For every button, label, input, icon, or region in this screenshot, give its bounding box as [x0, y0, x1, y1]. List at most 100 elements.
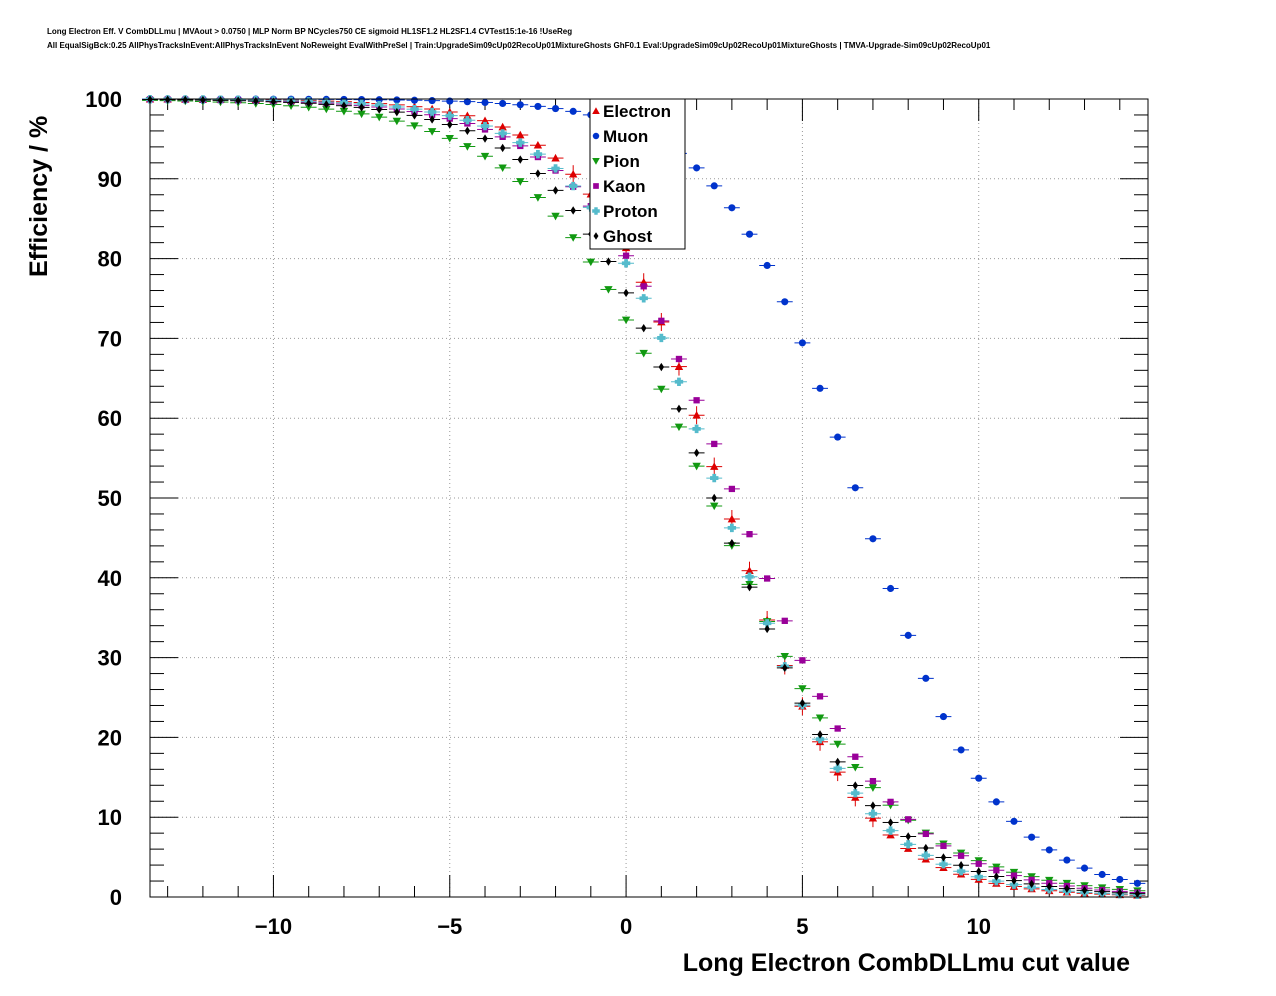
data-point — [534, 102, 542, 111]
data-point — [621, 316, 631, 325]
data-point — [956, 867, 966, 876]
data-point — [376, 105, 382, 114]
legend-entry-kaon: Kaon — [593, 177, 646, 196]
data-point — [799, 698, 806, 708]
data-point — [551, 105, 560, 113]
data-point — [922, 830, 929, 838]
data-point — [533, 141, 543, 149]
data-point — [993, 872, 1000, 881]
data-point — [975, 867, 982, 876]
data-point — [815, 714, 825, 723]
data-point — [498, 129, 507, 138]
data-point — [411, 111, 418, 120]
data-point — [993, 867, 1000, 874]
data-point — [922, 674, 930, 682]
data-point — [568, 234, 578, 242]
legend-marker — [592, 107, 600, 115]
chart-subtitle: All EqualSigBck:0.25 AllPhysTracksInEven… — [47, 41, 991, 50]
data-point — [464, 126, 471, 136]
x-axis-label: Long Electron CombDLLmu cut value — [683, 949, 1130, 977]
data-point — [481, 98, 489, 107]
data-point — [727, 514, 737, 523]
data-point — [1080, 864, 1089, 872]
data-point — [639, 349, 648, 358]
data-point — [992, 798, 1000, 806]
data-point — [1046, 882, 1052, 891]
y-tick-label: 20 — [98, 725, 122, 750]
data-point — [1064, 884, 1070, 893]
data-point — [427, 107, 437, 117]
data-point — [480, 152, 490, 161]
data-point — [762, 619, 772, 628]
data-point — [798, 685, 807, 693]
data-point — [851, 763, 860, 772]
data-point — [1081, 886, 1088, 895]
data-point — [1133, 879, 1141, 887]
data-point — [764, 624, 770, 634]
data-point — [781, 298, 789, 306]
data-point — [182, 95, 188, 105]
data-point — [746, 531, 753, 538]
data-point — [447, 120, 453, 129]
data-point — [728, 485, 736, 493]
data-point — [463, 98, 471, 106]
legend-entry-electron: Electron — [592, 102, 671, 121]
y-tick-label: 60 — [98, 406, 122, 431]
legend: Electron Muon Pion Kaon Proton Ghost — [589, 98, 686, 250]
data-point — [1099, 887, 1105, 896]
y-tick-label: 70 — [98, 326, 122, 351]
data-point — [868, 809, 878, 818]
x-tick-label: 5 — [796, 914, 808, 939]
data-point — [958, 860, 964, 870]
data-point — [692, 462, 701, 471]
data-point — [886, 584, 895, 593]
data-point — [834, 433, 842, 441]
data-point — [676, 404, 682, 414]
data-point — [710, 462, 719, 470]
data-point — [322, 105, 331, 114]
y-tick-label: 10 — [98, 805, 122, 830]
data-point — [992, 876, 1001, 886]
data-point — [217, 96, 224, 105]
data-point — [782, 663, 788, 673]
data-point — [516, 138, 525, 147]
data-point — [833, 764, 842, 773]
data-point — [923, 843, 929, 853]
data-point — [940, 853, 947, 862]
data-point — [1010, 872, 1018, 879]
data-point — [394, 107, 400, 117]
legend-label: Muon — [603, 127, 648, 146]
chart-title: Long Electron Eff. V CombDLLmu | MVAout … — [47, 27, 573, 36]
data-point — [674, 423, 684, 432]
data-point — [375, 113, 384, 122]
legend-entry-ghost: Ghost — [593, 227, 652, 246]
data-point — [410, 122, 419, 130]
data-point — [692, 411, 701, 419]
data-point — [834, 757, 841, 767]
data-point — [288, 98, 294, 107]
data-point — [498, 122, 507, 131]
data-point — [727, 523, 737, 533]
data-point — [304, 103, 313, 112]
data-point — [323, 100, 330, 109]
data-point — [711, 440, 718, 448]
data-point — [357, 110, 366, 119]
data-point — [799, 657, 806, 664]
data-point — [728, 204, 736, 212]
legend-marker — [593, 183, 599, 189]
data-point — [939, 860, 948, 869]
data-point — [480, 116, 490, 125]
data-point — [833, 740, 842, 749]
data-point — [270, 97, 277, 106]
y-tick-label: 40 — [98, 566, 122, 591]
data-point — [463, 111, 472, 120]
data-point — [392, 102, 402, 112]
data-point — [975, 774, 983, 782]
data-point — [516, 178, 525, 186]
data-point — [1117, 888, 1123, 897]
data-point — [711, 493, 717, 503]
y-tick-label: 80 — [98, 247, 122, 272]
data-point — [887, 798, 894, 806]
data-point — [164, 95, 171, 104]
data-point — [463, 143, 472, 151]
